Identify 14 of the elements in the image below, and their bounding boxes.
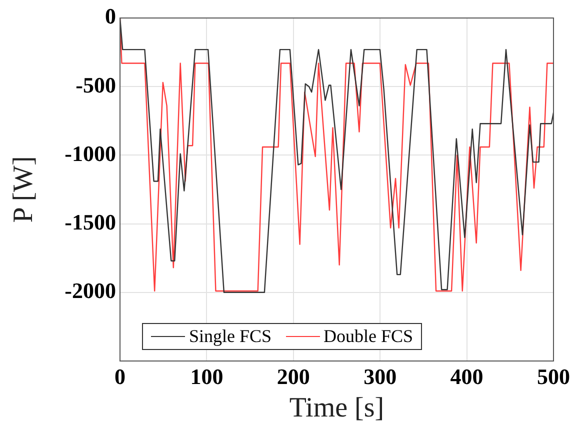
legend-label: Double FCS: [324, 326, 414, 347]
y-tick-label: -500: [76, 72, 116, 98]
y-tick-label: -1000: [64, 140, 116, 166]
y-tick-label: -1500: [64, 209, 116, 234]
x-tick-label: 300: [364, 364, 397, 389]
x-axis-title: Time [s]: [289, 392, 384, 424]
x-tick-label: 200: [276, 364, 310, 389]
y-tick-label: 0: [105, 4, 116, 29]
x-tick-label: 500: [537, 364, 570, 389]
legend-label: Single FCS: [189, 326, 272, 347]
x-tick-label: 400: [450, 364, 484, 389]
y-tick-label: -2000: [64, 278, 116, 304]
x-tick-label: 100: [190, 364, 224, 389]
y-axis-title: P [W]: [8, 156, 40, 223]
